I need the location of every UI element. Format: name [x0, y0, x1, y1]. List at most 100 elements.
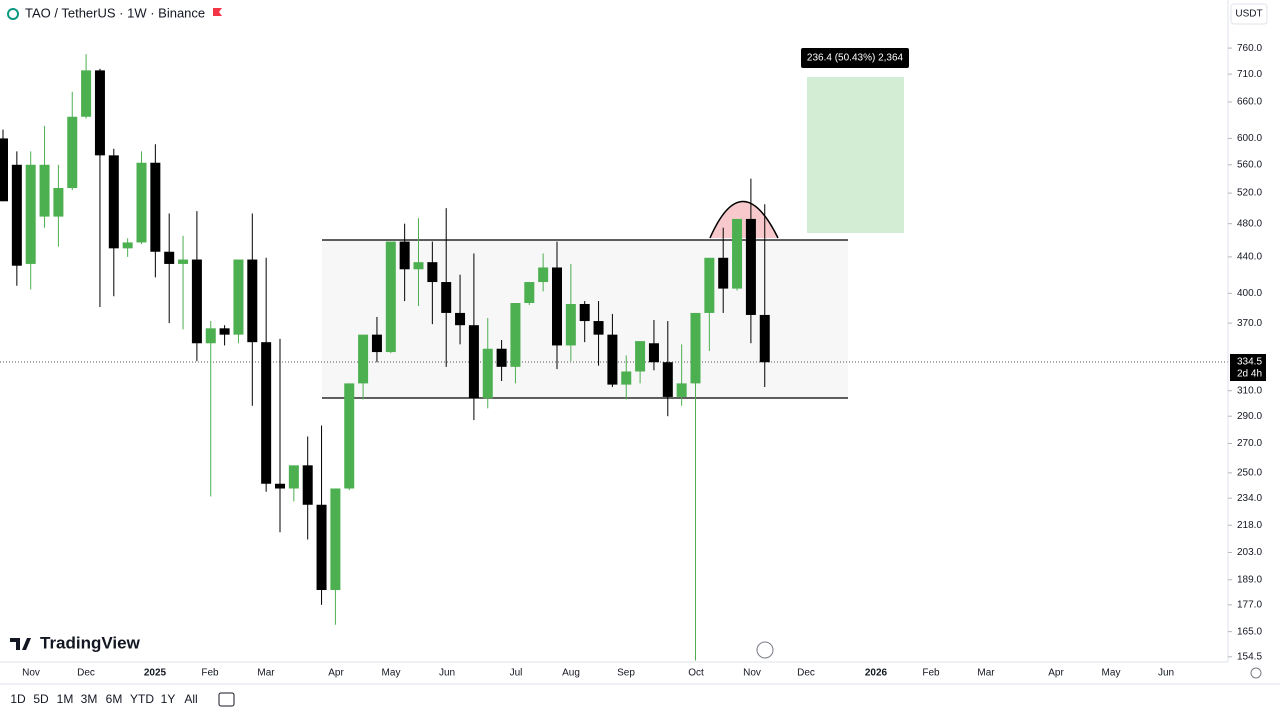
y-tick-label: 710.0: [1237, 69, 1262, 80]
candle-body: [358, 334, 369, 384]
candle-body: [385, 241, 396, 353]
candle-body: [607, 334, 618, 385]
candle-body: [330, 488, 341, 591]
y-tick-label: 234.0: [1237, 493, 1262, 504]
brand: TradingView: [40, 633, 141, 652]
candle-body: [247, 259, 258, 343]
candle-body: [219, 328, 230, 335]
timeframe-button[interactable]: 3M: [81, 692, 98, 706]
x-tick-label: Aug: [562, 668, 580, 679]
candle-body: [468, 325, 479, 399]
y-tick-label: 290.0: [1237, 411, 1262, 422]
symbol-icon: [7, 8, 19, 20]
y-tick-label: 400.0: [1237, 288, 1262, 299]
y-tick-label: 440.0: [1237, 252, 1262, 263]
timeframe-button[interactable]: All: [184, 692, 197, 706]
y-tick-label: 218.0: [1237, 520, 1262, 531]
symbol-title: TAO / TetherUS · 1W · Binance: [25, 5, 205, 20]
candle-body: [11, 164, 22, 266]
timeframe-button[interactable]: 5D: [33, 692, 49, 706]
x-tick-label: 2025: [144, 668, 167, 679]
timeframe-button[interactable]: 1Y: [161, 692, 176, 706]
measure-label: 236.4 (50.43%) 2,364: [807, 53, 904, 64]
x-tick-label: Apr: [328, 668, 344, 679]
candle-body: [745, 218, 756, 315]
candle-body: [427, 262, 438, 283]
x-tick-label: Nov: [22, 668, 40, 679]
x-tick-label: Nov: [743, 668, 761, 679]
candle-body: [552, 267, 562, 346]
calendar-button[interactable]: [218, 692, 235, 707]
timeframe-button[interactable]: 6M: [106, 692, 123, 706]
x-tick-label: Dec: [797, 668, 815, 679]
candle-body: [496, 348, 507, 367]
candle-body: [53, 187, 64, 217]
candle-body: [371, 334, 382, 353]
candle-body: [538, 267, 549, 283]
candle-body: [191, 259, 202, 344]
candle-body: [648, 343, 659, 363]
candle-body: [136, 162, 147, 243]
y-tick-label: 760.0: [1237, 43, 1262, 54]
candle-body: [510, 303, 521, 367]
x-tick-label: Jun: [439, 668, 455, 679]
candle-body: [441, 282, 452, 313]
y-tick-label: 154.5: [1237, 651, 1262, 662]
candle-body: [565, 303, 576, 346]
y-tick-label: 660.0: [1237, 97, 1262, 108]
candle-body: [0, 138, 8, 202]
candle-body: [593, 321, 604, 335]
lightning-button[interactable]: [756, 641, 774, 659]
top-arc: [709, 200, 779, 239]
candle-body: [108, 155, 119, 249]
y-tick-label: 270.0: [1237, 438, 1262, 449]
candle-body: [316, 504, 327, 591]
flag-icon: [213, 8, 222, 16]
y-tick-label: 203.0: [1237, 547, 1262, 558]
timeframe-button[interactable]: YTD: [130, 692, 154, 706]
x-tick-label: Feb: [201, 668, 219, 679]
candle-body: [635, 341, 646, 372]
timeframe-button[interactable]: 1M: [57, 692, 74, 706]
candle-body: [122, 242, 133, 249]
candle-body: [732, 218, 743, 289]
target-box: [807, 77, 904, 233]
candle-body: [233, 259, 244, 335]
x-tick-label: Mar: [977, 668, 995, 679]
candle-body: [455, 312, 466, 326]
x-tick-label: May: [382, 668, 401, 679]
candle-body: [344, 383, 355, 489]
candle-body: [704, 257, 715, 313]
last-price-label: 334.5: [1237, 357, 1262, 368]
candle-body: [164, 251, 175, 264]
candle-body: [413, 262, 424, 270]
candle-body: [67, 116, 78, 188]
y-tick-label: 250.0: [1237, 468, 1262, 479]
candle-body: [261, 342, 272, 484]
y-tick-label: 600.0: [1237, 133, 1262, 144]
y-tick-label: 177.0: [1237, 599, 1262, 610]
candle-body: [621, 371, 632, 385]
candle-body: [288, 465, 299, 489]
candle-body: [662, 362, 673, 397]
candle-body: [759, 314, 770, 363]
x-tick-label: May: [1102, 668, 1121, 679]
x-tick-label: Mar: [257, 668, 275, 679]
x-tick-label: Dec: [77, 668, 95, 679]
candle-body: [39, 164, 50, 217]
candle-body: [676, 383, 687, 397]
x-tick-label: Oct: [688, 668, 704, 679]
last-price-box: [1230, 354, 1266, 381]
y-tick-label: 560.0: [1237, 159, 1262, 170]
x-tick-label: Jul: [510, 668, 523, 679]
countdown: 2d 4h: [1237, 369, 1262, 380]
timeframe-button[interactable]: 1D: [10, 692, 26, 706]
candle-body: [718, 257, 729, 289]
y-tick-label: 189.0: [1237, 574, 1262, 585]
settings-button[interactable]: [1250, 667, 1262, 679]
currency-button[interactable]: [1230, 3, 1268, 25]
currency: USDT: [1235, 9, 1262, 20]
candle-body: [150, 162, 161, 252]
